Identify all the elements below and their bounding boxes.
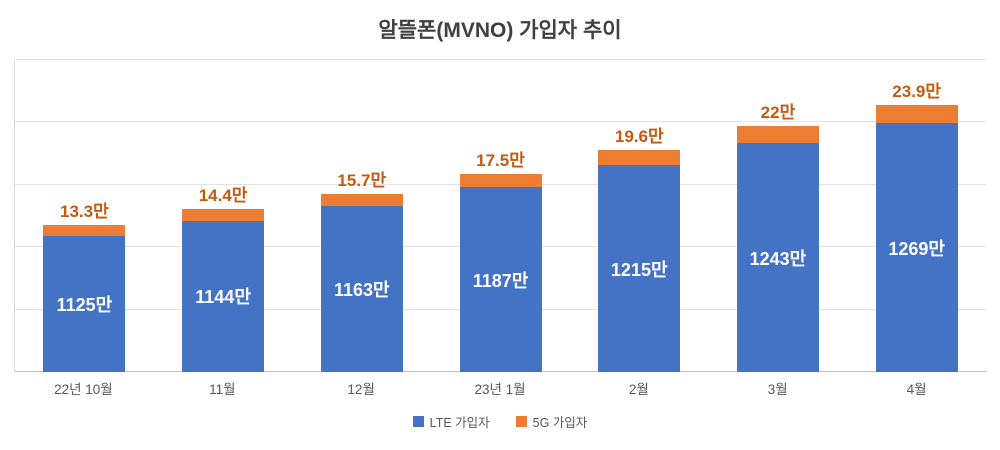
bar-label-lte: 1269만 (888, 238, 945, 259)
bar-segment-lte: 1187만 (459, 187, 542, 372)
bar-segment-5g (320, 193, 403, 206)
bar-group: 22만 1243만 (709, 98, 848, 372)
legend-swatch-lte-icon (412, 416, 424, 427)
bar-segment-5g (182, 209, 265, 221)
chart-title: 알뜰폰(MVNO) 가입자 추이 (378, 19, 622, 42)
bar-segment-lte: 1125만 (43, 235, 126, 372)
x-axis-label: 3월 (767, 382, 788, 397)
gridline (15, 121, 986, 123)
x-axis-labels: 22년 10월 11월 12월 23년 1월 2월 3월 4월 (14, 378, 986, 398)
bar-label-5g: 17.5만 (476, 150, 525, 170)
x-axis-label: 4월 (906, 382, 927, 397)
bar-label-lte: 1144만 (195, 287, 251, 308)
bar-group: 13.3만 1125만 (15, 197, 154, 372)
bar-group: 17.5만 1187만 (431, 146, 570, 372)
bar-label-lte: 1187만 (472, 270, 529, 291)
bar-segment-lte: 1269만 (875, 123, 958, 372)
bar-segment-5g (736, 126, 819, 144)
legend-label-lte: LTE 가입자 (429, 416, 490, 430)
legend: LTE 가입자 5G 가입자 (0, 412, 1000, 431)
bar-label-5g: 19.6만 (614, 127, 664, 147)
bar-label-lte: 1243만 (749, 248, 807, 269)
gridline (15, 59, 986, 60)
plot-area: 13.3만 1125만 14.4만 1144만 15.7만 1163만 17.5만 1187만… (14, 59, 986, 372)
bar-segment-5g (875, 104, 958, 124)
legend-label-5g: 5G 가입자 (532, 416, 588, 430)
bar-segment-5g (43, 225, 126, 236)
bar-label-lte: 1163만 (333, 279, 390, 300)
bar-segment-lte: 1144만 (182, 220, 265, 372)
x-axis-label: 12월 (347, 382, 375, 397)
bar-label-5g: 15.7만 (337, 170, 387, 190)
bar-label-5g: 13.3만 (59, 202, 109, 222)
x-axis-label: 23년 1월 (474, 382, 526, 397)
x-axis-label: 11월 (209, 382, 236, 397)
x-axis-label: 2월 (628, 382, 649, 397)
bar-segment-lte: 1163만 (320, 205, 403, 372)
bar-segment-5g (598, 150, 681, 166)
bar-group: 19.6만 1215만 (570, 122, 709, 372)
bars: 13.3만 1125만 14.4만 1144만 15.7만 1163만 17.5만 1187만… (15, 60, 986, 372)
x-axis-label: 22년 10월 (54, 382, 113, 397)
bar-label-5g: 23.9만 (892, 81, 942, 101)
bar-label-lte: 1215만 (610, 259, 668, 280)
bar-segment-lte: 1243만 (736, 143, 819, 372)
legend-swatch-5g-icon (515, 416, 527, 427)
bar-label-5g: 22만 (760, 103, 796, 123)
bar-segment-5g (459, 173, 542, 188)
bar-label-lte: 1125만 (56, 294, 113, 315)
bar-group: 15.7만 1163만 (292, 166, 431, 372)
bar-label-5g: 14.4만 (198, 186, 248, 206)
bar-group: 14.4만 1144만 (154, 181, 293, 372)
bar-segment-lte: 1215만 (598, 165, 681, 372)
legend-item-lte: LTE 가입자 (412, 412, 490, 431)
legend-item-5g: 5G 가입자 (515, 412, 588, 431)
bar-group: 23.9만 1269만 (847, 77, 986, 372)
